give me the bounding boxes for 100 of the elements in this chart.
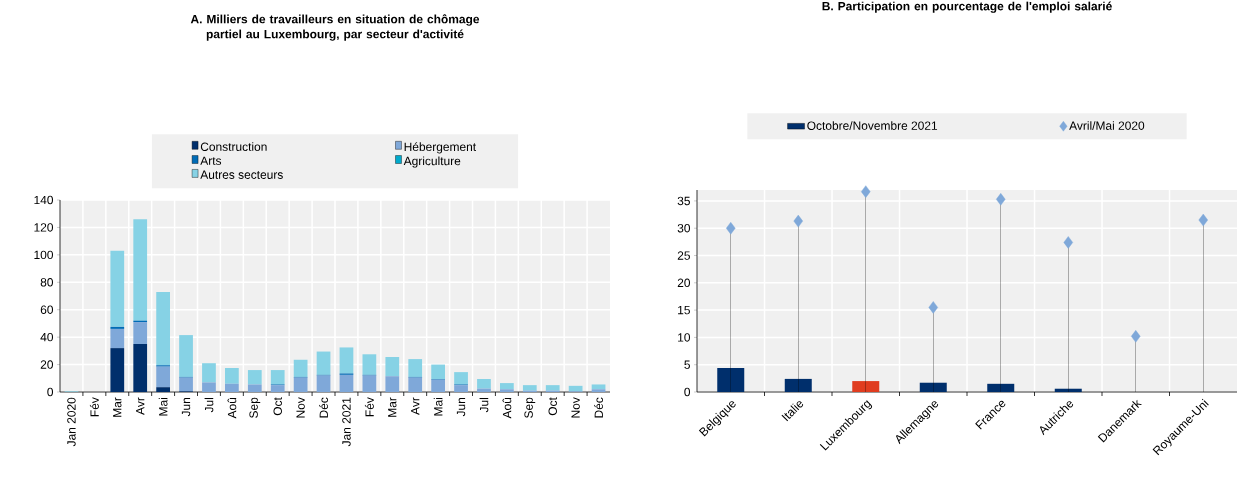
bar (202, 382, 216, 392)
x-tick-label: Nov (571, 397, 580, 418)
x-tick-label: Aoû (227, 397, 237, 419)
bar (454, 372, 468, 385)
bar (270, 385, 285, 392)
x-tick-label: Déc (319, 397, 328, 418)
point (1131, 330, 1141, 343)
x-tick-label: Jun (181, 397, 191, 417)
bar (179, 335, 193, 377)
x-tick-label: Italie (781, 401, 804, 422)
bar (545, 385, 560, 391)
bar (156, 366, 170, 388)
x-tick-label: Fév (364, 397, 374, 417)
bar (591, 384, 606, 390)
bar (110, 250, 125, 327)
point (928, 301, 938, 314)
bar (133, 322, 148, 344)
y-tick-label: 60 (40, 305, 54, 314)
bar (110, 326, 125, 329)
y-tick-label: 20 (40, 360, 54, 369)
bar (225, 383, 239, 392)
y-tick-label: 0 (47, 387, 54, 397)
x-tick-label: Jul (479, 398, 489, 413)
bar (110, 328, 125, 349)
y-tick-label: 120 (34, 223, 54, 232)
bar (852, 381, 880, 392)
bar (362, 375, 377, 392)
bar (316, 351, 331, 375)
point (1063, 236, 1073, 249)
bar (156, 387, 170, 392)
bar (293, 377, 308, 392)
bar (339, 347, 354, 374)
x-tick-label: Avr (136, 397, 145, 415)
point (726, 222, 736, 235)
y-tick-label: 0 (684, 387, 691, 397)
x-tick-label: Mar (113, 397, 122, 417)
bar (270, 370, 285, 385)
bar (339, 374, 354, 392)
bar (133, 344, 148, 392)
y-tick-label: 25 (677, 251, 690, 260)
bar (500, 383, 514, 390)
bar (362, 354, 377, 375)
bar (247, 384, 262, 392)
y-tick-label: 100 (34, 250, 54, 260)
x-tick-label: Jun (456, 397, 466, 417)
y-tick-label: 35 (677, 196, 690, 206)
bar (568, 385, 583, 392)
y-tick-label: 5 (684, 360, 690, 369)
bar (408, 359, 423, 377)
x-tick-label: Avr (411, 397, 420, 415)
x-tick-label: Jan 2020 (67, 397, 76, 447)
chart-title: A. Milliers de travailleurs en situation de chômage partiel au Luxembourg, par secteur d'activité (190, 14, 480, 41)
y-tick-label: 20 (677, 278, 691, 288)
x-tick-label: Jan 2021 (342, 397, 351, 447)
point (793, 214, 803, 228)
legend-label: Avril/Mai 2020 (1069, 121, 1145, 130)
point (861, 185, 871, 198)
x-tick-label: Oct (273, 397, 282, 416)
x-tick-label: Mai (433, 398, 443, 416)
x-tick-label: Oct (548, 397, 557, 416)
bar (784, 378, 812, 392)
x-tick-label: Mai (158, 398, 168, 416)
y-tick-label: 30 (677, 223, 691, 233)
x-tick-label: Sep (524, 397, 536, 418)
y-tick-label: 40 (40, 332, 54, 342)
bar (717, 367, 745, 392)
bar (385, 376, 400, 392)
x-tick-label: Aoû (502, 397, 512, 419)
legend-label: Octobre/Novembre 2021 (807, 121, 938, 130)
bar (133, 219, 148, 321)
bar (385, 357, 400, 377)
point (1198, 213, 1208, 227)
x-tick-label: Fév (89, 397, 99, 417)
chart-title: B. Participation en pourcentage de l'emploi salarié (822, 1, 1112, 13)
bar (293, 359, 308, 377)
bar (431, 379, 445, 392)
legend-label: Construction (200, 142, 267, 151)
y-tick-label: 80 (40, 278, 54, 287)
legend-label: Autres secteurs (200, 170, 283, 179)
y-tick-label: 10 (678, 333, 691, 342)
bar (591, 389, 606, 392)
x-tick-label: Déc (594, 397, 603, 418)
bar (179, 377, 193, 392)
bar (247, 370, 262, 385)
bar (987, 383, 1015, 392)
bar (156, 291, 170, 366)
bar (477, 378, 491, 389)
y-tick-label: 15 (678, 305, 690, 315)
bar (408, 377, 423, 392)
legend-label: Agriculture (403, 156, 461, 168)
legend-label: Hébergement (404, 142, 477, 154)
bar (522, 385, 537, 391)
bar (202, 363, 216, 383)
bar (316, 375, 331, 392)
bar (919, 382, 947, 392)
y-tick-label: 140 (34, 195, 54, 205)
x-tick-label: Mar (388, 397, 397, 417)
bar (225, 368, 239, 384)
bar (110, 348, 125, 392)
bar (431, 364, 445, 379)
